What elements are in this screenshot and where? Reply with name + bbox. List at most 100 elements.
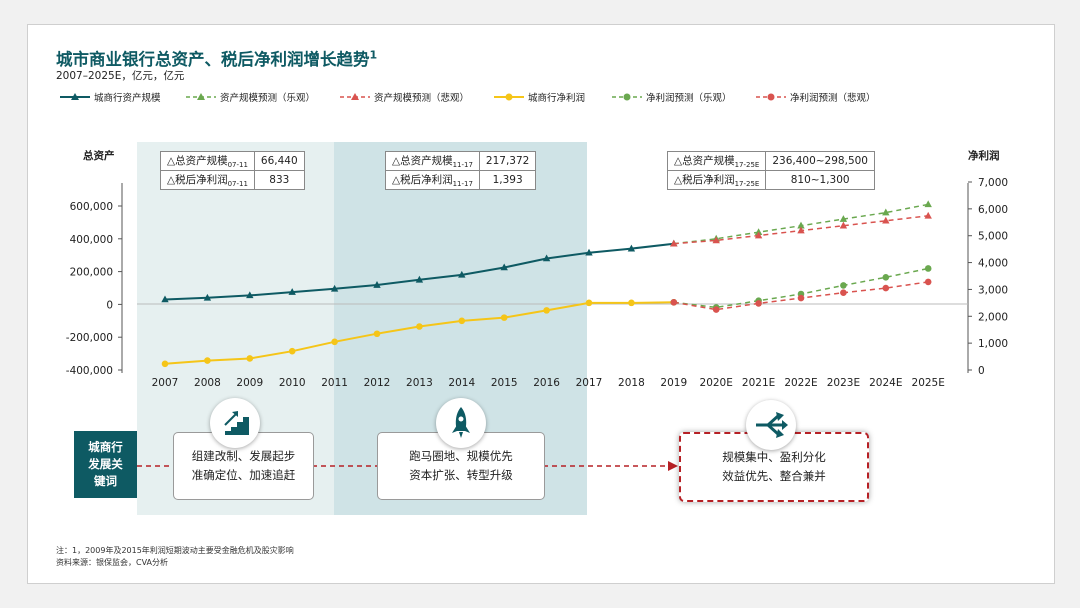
- data-point: [882, 274, 890, 281]
- data-point: [840, 282, 847, 289]
- data-point: [542, 254, 551, 262]
- info-table-07-11: △总资产规模07-11 66,440 △税后净利润07-11 833: [160, 150, 305, 191]
- table-row: △税后净利润17-25E 810~1,300: [666, 170, 875, 191]
- table-value: 217,372: [478, 150, 537, 172]
- table-value: 833: [253, 170, 305, 191]
- stage1-line: 准确定位、加速追赶: [191, 468, 296, 482]
- data-point: [924, 211, 932, 219]
- table-row: △税后净利润11-17 1,393: [385, 170, 537, 191]
- info-table-17-25e: △总资产规模17-25E 236,400~298,500 △税后净利润17-25…: [666, 150, 875, 191]
- data-point: [331, 338, 338, 346]
- data-point: [797, 221, 805, 229]
- stage3-line: 效益优先、整合兼并: [722, 469, 826, 483]
- data-point: [924, 278, 932, 286]
- data-point: [712, 236, 720, 244]
- legend-item-assets-optimistic: 资产规模预测（乐观）: [186, 90, 315, 104]
- data-point: [839, 215, 848, 222]
- right-axis-ticks: 7,000 6,000 5,000 4,000 3,000 2,000 1,000 0: [968, 177, 1008, 377]
- x-tick-label: 2021E: [742, 377, 775, 389]
- data-point: [882, 284, 890, 292]
- data-point: [203, 293, 212, 301]
- data-point: [882, 208, 890, 216]
- data-point: [416, 323, 423, 330]
- x-tick-label: 2023E: [827, 377, 860, 389]
- data-point: [543, 307, 550, 314]
- x-tick-label: 2016: [533, 377, 560, 389]
- source-note: 资料来源：银保监会，CVA分析: [56, 558, 169, 567]
- data-point: [458, 317, 466, 325]
- table-value: 236,400~298,500: [765, 150, 875, 172]
- right-tick-label: 0: [978, 365, 985, 377]
- data-point: [161, 295, 169, 303]
- data-point: [882, 216, 890, 224]
- x-tick-label: 2007: [152, 377, 179, 389]
- right-tick-label: 5,000: [978, 231, 1008, 243]
- table-value: 66,440: [253, 150, 305, 172]
- legend-item-profit-pessimistic: 净利润预测（悲观）: [756, 90, 876, 104]
- series-3: [161, 299, 678, 368]
- stairs-up-icon: [210, 398, 260, 448]
- table-row: △税后净利润07-11 833: [160, 170, 305, 191]
- x-tick-label: 2024E: [869, 377, 902, 389]
- right-tick-label: 7,000: [978, 177, 1008, 189]
- page-subtitle: 2007–2025E，亿元，亿元: [56, 70, 185, 82]
- series-2: [670, 211, 932, 247]
- left-axis-ticks: 600,000 400,000 200,000 0 -200,000 -400,000: [66, 201, 122, 377]
- left-tick-label: -200,000: [66, 332, 113, 344]
- left-tick-label: 200,000: [70, 267, 113, 279]
- stage2-keywords-box: 跑马圈地、规模优先 资本扩张、转型升级: [377, 432, 545, 500]
- x-tick-label: 2022E: [784, 377, 817, 389]
- left-tick-label: 400,000: [70, 234, 113, 246]
- series-5: [670, 278, 932, 313]
- legend-item-profit-optimistic: 净利润预测（乐观）: [612, 90, 732, 104]
- right-axis-title: 净利润: [968, 150, 1000, 162]
- data-point: [628, 299, 635, 307]
- data-point: [585, 248, 593, 256]
- x-tick-label: 2011: [321, 377, 348, 389]
- x-tick-label: 2019: [660, 377, 687, 389]
- table-value: 810~1,300: [765, 170, 875, 191]
- data-point: [670, 299, 678, 306]
- table-label: △税后净利润17-25E: [666, 170, 767, 191]
- series-1: [670, 200, 932, 247]
- x-tick-label: 2009: [236, 377, 263, 389]
- data-point: [754, 231, 763, 239]
- x-tick-label: 2025E: [912, 377, 945, 389]
- stage3-line: 规模集中、盈利分化: [722, 450, 826, 464]
- data-point: [373, 330, 381, 338]
- right-tick-label: 3,000: [978, 284, 1008, 296]
- footnotes: 注：1，2009年及2015年利润短期波动主要受金融危机及股灾影响 资料来源：银…: [56, 545, 294, 569]
- x-axis-ticks: 2007 2008 2009 2010 2011 2012 2013 2014 2015 2016…: [152, 377, 945, 389]
- keywords-label: 城商行 发展关 键词: [74, 431, 137, 498]
- x-tick-label: 2018: [618, 377, 645, 389]
- table-label: △总资产规模11-17: [385, 150, 480, 172]
- legend-item-profit: 城商行净利润: [494, 90, 585, 104]
- data-point: [373, 281, 381, 288]
- table-label: △总资产规模17-25E: [666, 150, 767, 172]
- x-tick-label: 2012: [364, 377, 391, 389]
- data-point: [627, 244, 636, 252]
- data-point: [585, 299, 593, 307]
- table-label: △总资产规模07-11: [160, 150, 255, 172]
- keyword-flow-arrow: [668, 461, 678, 471]
- data-point: [415, 275, 424, 283]
- stage2-line: 资本扩张、转型升级: [409, 468, 513, 482]
- left-tick-label: 600,000: [70, 201, 113, 213]
- data-point: [288, 288, 296, 295]
- data-point: [288, 347, 296, 355]
- data-point: [712, 306, 720, 313]
- data-point: [458, 270, 466, 278]
- x-tick-label: 2017: [576, 377, 603, 389]
- left-axis-title: 总资产: [83, 150, 115, 162]
- data-point: [246, 355, 254, 362]
- right-tick-label: 6,000: [978, 204, 1008, 216]
- data-point: [500, 263, 508, 271]
- data-point: [924, 265, 932, 272]
- data-point: [246, 291, 254, 299]
- data-point: [840, 289, 847, 296]
- table-label: △税后净利润07-11: [160, 170, 255, 191]
- x-tick-label: 2008: [194, 377, 221, 389]
- data-point: [839, 221, 848, 229]
- left-tick-label: -400,000: [66, 365, 113, 377]
- x-tick-label: 2010: [279, 377, 306, 389]
